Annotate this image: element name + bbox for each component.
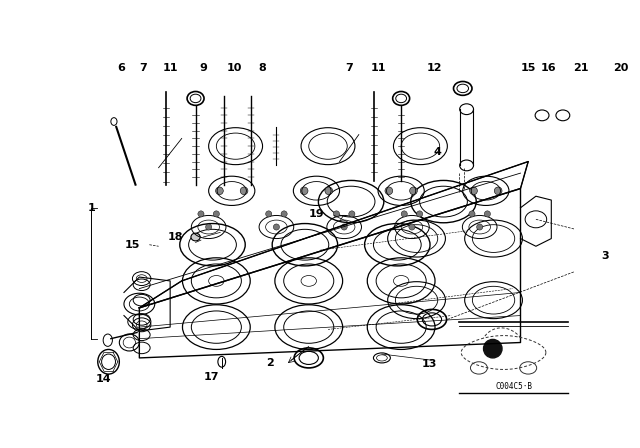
Circle shape bbox=[198, 211, 204, 217]
Text: 18: 18 bbox=[168, 232, 183, 242]
Text: 17: 17 bbox=[204, 372, 219, 382]
Text: 11: 11 bbox=[371, 63, 386, 73]
Circle shape bbox=[469, 211, 475, 217]
Circle shape bbox=[341, 224, 348, 230]
Circle shape bbox=[349, 211, 355, 217]
Text: 21: 21 bbox=[573, 63, 588, 73]
Text: 2: 2 bbox=[266, 358, 274, 368]
Text: 15: 15 bbox=[125, 240, 140, 250]
Circle shape bbox=[240, 187, 248, 195]
Text: 1: 1 bbox=[88, 203, 95, 213]
Text: C004C5·B: C004C5·B bbox=[495, 382, 532, 391]
Circle shape bbox=[410, 187, 417, 195]
Ellipse shape bbox=[191, 233, 200, 241]
Circle shape bbox=[205, 224, 212, 230]
Text: 9: 9 bbox=[199, 63, 207, 73]
Text: 3: 3 bbox=[602, 250, 609, 260]
Circle shape bbox=[325, 187, 333, 195]
Text: 11: 11 bbox=[163, 63, 178, 73]
Circle shape bbox=[266, 211, 272, 217]
Text: 16: 16 bbox=[541, 63, 557, 73]
Text: 19: 19 bbox=[308, 209, 324, 219]
Circle shape bbox=[484, 340, 502, 358]
Circle shape bbox=[494, 187, 502, 195]
Circle shape bbox=[401, 211, 407, 217]
Text: 7: 7 bbox=[346, 63, 353, 73]
Circle shape bbox=[273, 224, 280, 230]
Circle shape bbox=[213, 211, 220, 217]
Circle shape bbox=[281, 211, 287, 217]
Circle shape bbox=[300, 187, 308, 195]
Text: 13: 13 bbox=[422, 359, 437, 369]
Text: 7: 7 bbox=[140, 63, 147, 73]
Circle shape bbox=[409, 224, 415, 230]
Circle shape bbox=[470, 187, 477, 195]
Text: 20: 20 bbox=[613, 63, 628, 73]
Circle shape bbox=[417, 211, 422, 217]
Circle shape bbox=[484, 211, 490, 217]
Circle shape bbox=[477, 224, 483, 230]
Text: 4: 4 bbox=[433, 147, 441, 157]
Circle shape bbox=[385, 187, 393, 195]
Text: 6: 6 bbox=[118, 63, 125, 73]
Text: 10: 10 bbox=[227, 63, 242, 73]
Text: 14: 14 bbox=[95, 374, 111, 383]
Circle shape bbox=[216, 187, 223, 195]
Text: 15: 15 bbox=[520, 63, 536, 73]
Circle shape bbox=[333, 211, 340, 217]
Text: 8: 8 bbox=[259, 63, 266, 73]
Text: 12: 12 bbox=[426, 63, 442, 73]
